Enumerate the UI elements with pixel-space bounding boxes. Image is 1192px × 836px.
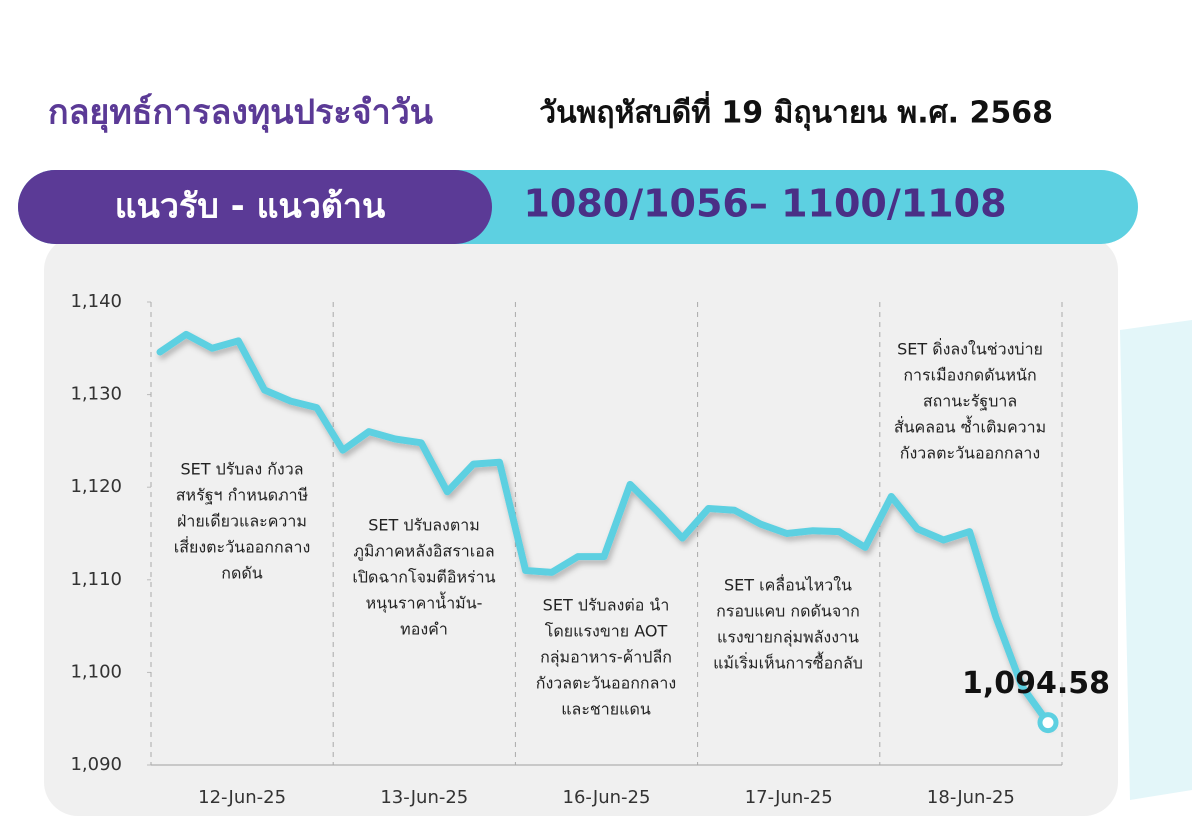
annotation: แรงขายกลุ่มพลังงาน: [717, 628, 859, 648]
annotation: กรอบแคบ กดดันจาก: [716, 602, 860, 621]
y-tick-label: 1,090: [70, 754, 122, 775]
annotation: SET ดิ่งลงในช่วงบ่าย: [897, 338, 1043, 359]
level-values: 1080/1056– 1100/1108: [523, 182, 1006, 226]
annotation: SET ปรับลงต่อ นำ: [543, 596, 670, 615]
series-line: [156, 330, 1052, 727]
x-tick-label: 16-Jun-25: [563, 787, 651, 808]
annotation: สถานะรัฐบาล: [923, 392, 1017, 411]
annotation: กดดัน: [221, 564, 262, 583]
page-title: กลยุทธ์การลงทุนประจำวัน: [48, 93, 433, 134]
annotation: และชายแดน: [561, 700, 651, 719]
annotation: หนุนราคาน้ำมัน-: [366, 592, 483, 614]
annotation: กังวลตะวันออกกลาง: [900, 444, 1040, 463]
y-tick-label: 1,100: [70, 661, 122, 682]
annotation: SET ปรับลงตาม: [368, 516, 480, 535]
y-tick-label: 1,140: [70, 291, 122, 312]
date: วันพฤหัสบดีที่ 19 มิถุนายน พ.ศ. 2568: [539, 91, 1053, 132]
annotation: กังวลตะวันออกกลาง: [536, 674, 676, 693]
annotation: ฝ่ายเดียวและความ: [177, 512, 307, 531]
x-tick-label: 18-Jun-25: [927, 787, 1015, 808]
x-tick-label: 13-Jun-25: [380, 787, 468, 808]
annotation: เสี่ยงตะวันออกกลาง: [174, 536, 311, 557]
background-shape: [1120, 320, 1192, 800]
y-tick-label: 1,120: [70, 476, 122, 497]
annotation: สั่นคลอน ซ้ำเติมความ: [894, 416, 1046, 437]
annotation: SET เคลื่อนไหวใน: [724, 574, 852, 595]
annotation: ทองคำ: [400, 620, 448, 639]
last-point: [1037, 712, 1059, 734]
level-label: แนวรับ - แนวต้าน: [115, 187, 386, 227]
annotation: การเมืองกดดันหนัก: [903, 366, 1036, 385]
x-tick-label: 12-Jun-25: [198, 787, 286, 808]
level-label-bar: [18, 170, 492, 244]
annotation: แม้เริ่มเห็นการซื้อกลับ: [713, 652, 863, 673]
annotation: ภูมิภาคหลังอิสราเอล: [353, 542, 494, 562]
y-tick-label: 1,110: [70, 569, 122, 590]
value-label: 1,094.58: [962, 666, 1110, 701]
y-tick-label: 1,130: [70, 384, 122, 405]
annotation: เปิดฉากโจมตีอิหร่าน: [352, 568, 495, 587]
annotation: กลุ่มอาหาร-ค้าปลีก: [540, 648, 672, 668]
annotation: โดยแรงขาย AOT: [545, 622, 668, 641]
chart-panel: [44, 236, 1118, 816]
annotation: สหรัฐฯ กำหนดภาษี: [176, 486, 308, 505]
annotation: SET ปรับลง กังวล: [180, 460, 303, 479]
x-tick-label: 17-Jun-25: [745, 787, 833, 808]
line-chart: 1,090 1,100 1,110 1,120 1,130 1,140 12-Jun-25 1…: [70, 291, 1110, 808]
